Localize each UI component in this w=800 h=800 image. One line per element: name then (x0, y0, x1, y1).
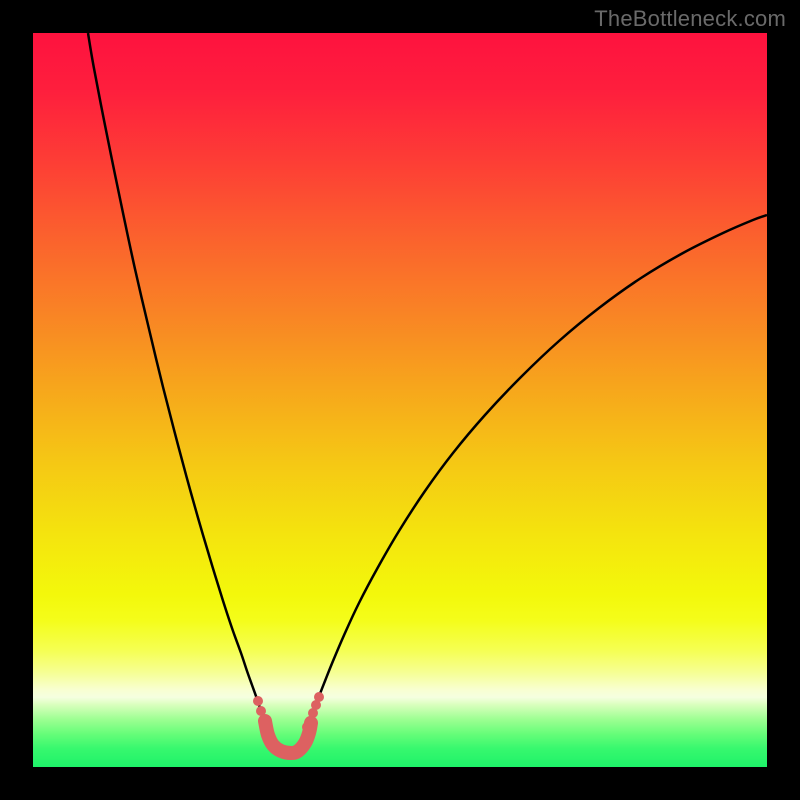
right-curve-line (310, 215, 767, 721)
left-curve-line (88, 33, 264, 721)
frame-border-bottom (0, 767, 800, 800)
watermark-text: TheBottleneck.com (594, 6, 786, 32)
bottleneck-chart (33, 33, 767, 767)
valley-u-marker (265, 721, 311, 753)
frame-border-left (0, 0, 33, 800)
frame-border-right (767, 0, 800, 800)
chart-curves (33, 33, 767, 767)
